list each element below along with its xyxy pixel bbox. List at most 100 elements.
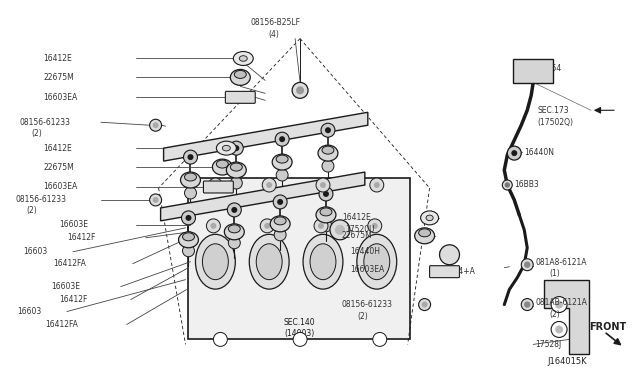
Text: 16603EA: 16603EA: [43, 183, 77, 192]
Ellipse shape: [230, 163, 243, 171]
Ellipse shape: [225, 224, 244, 240]
Circle shape: [273, 195, 287, 209]
Text: (2): (2): [31, 129, 42, 138]
Ellipse shape: [256, 244, 282, 280]
Ellipse shape: [227, 162, 246, 178]
Ellipse shape: [239, 56, 247, 61]
Text: 16412F: 16412F: [67, 233, 95, 242]
Text: 16BB3: 16BB3: [515, 180, 539, 189]
Circle shape: [525, 302, 530, 307]
Ellipse shape: [212, 159, 232, 175]
Text: SEC.173: SEC.173: [537, 106, 569, 115]
Circle shape: [229, 141, 243, 155]
Text: (4): (4): [268, 30, 279, 39]
Text: 16412FA: 16412FA: [45, 320, 78, 329]
Circle shape: [323, 191, 329, 197]
Text: 16412F: 16412F: [59, 295, 87, 304]
Circle shape: [511, 150, 517, 156]
Circle shape: [521, 299, 533, 311]
Text: 16412E: 16412E: [43, 54, 72, 63]
Circle shape: [551, 321, 567, 337]
Text: 16412E: 16412E: [43, 144, 72, 153]
Circle shape: [525, 262, 530, 267]
Circle shape: [292, 82, 308, 98]
Circle shape: [277, 199, 283, 205]
Circle shape: [422, 302, 428, 308]
Ellipse shape: [274, 217, 286, 225]
Text: 16603EA: 16603EA: [43, 93, 77, 102]
Text: 16454+A: 16454+A: [440, 267, 476, 276]
Circle shape: [318, 223, 324, 229]
Circle shape: [231, 207, 237, 213]
Polygon shape: [544, 280, 589, 355]
Circle shape: [207, 219, 220, 233]
Circle shape: [266, 182, 272, 188]
Ellipse shape: [234, 70, 246, 78]
Text: 081A8-6121A: 081A8-6121A: [535, 258, 587, 267]
Ellipse shape: [195, 234, 236, 289]
Circle shape: [275, 132, 289, 146]
Ellipse shape: [276, 155, 288, 163]
Circle shape: [372, 223, 378, 229]
Circle shape: [314, 219, 328, 233]
FancyBboxPatch shape: [429, 266, 460, 278]
Ellipse shape: [357, 234, 397, 289]
Circle shape: [150, 194, 161, 206]
Text: (2): (2): [549, 310, 560, 319]
Circle shape: [150, 119, 161, 131]
Circle shape: [209, 178, 222, 192]
Text: 16603E: 16603E: [51, 282, 80, 291]
Ellipse shape: [322, 146, 334, 154]
Ellipse shape: [216, 160, 228, 168]
Text: 22675M: 22675M: [342, 231, 372, 240]
Ellipse shape: [270, 216, 290, 232]
Ellipse shape: [364, 244, 390, 280]
Circle shape: [320, 220, 332, 232]
Circle shape: [555, 326, 563, 333]
Ellipse shape: [234, 51, 253, 65]
Ellipse shape: [180, 172, 200, 188]
Circle shape: [373, 333, 387, 346]
Circle shape: [264, 223, 270, 229]
Ellipse shape: [419, 229, 431, 237]
Text: 16603EA: 16603EA: [350, 265, 384, 274]
Circle shape: [182, 245, 195, 257]
Circle shape: [279, 136, 285, 142]
Text: 17528J: 17528J: [535, 340, 561, 349]
Circle shape: [276, 169, 288, 181]
Circle shape: [212, 182, 218, 188]
FancyBboxPatch shape: [513, 60, 553, 83]
Polygon shape: [189, 178, 410, 339]
Text: 16440H: 16440H: [350, 247, 380, 256]
Circle shape: [330, 220, 350, 240]
Text: 16440N: 16440N: [524, 148, 554, 157]
Circle shape: [325, 127, 331, 133]
Ellipse shape: [216, 141, 236, 155]
Text: 22675M: 22675M: [43, 163, 74, 171]
Circle shape: [228, 93, 236, 101]
Text: 16603E: 16603E: [59, 220, 88, 230]
Ellipse shape: [310, 244, 336, 280]
Circle shape: [440, 245, 460, 265]
Text: FRONT: FRONT: [589, 323, 627, 333]
Text: 08156-61233: 08156-61233: [342, 300, 393, 309]
Circle shape: [502, 180, 512, 190]
Circle shape: [152, 122, 159, 128]
Circle shape: [184, 150, 198, 164]
FancyBboxPatch shape: [204, 181, 234, 193]
Circle shape: [322, 160, 334, 172]
Text: 08156-B25LF: 08156-B25LF: [250, 18, 300, 27]
Ellipse shape: [222, 145, 230, 151]
Text: (17502Q): (17502Q): [537, 118, 573, 127]
Text: SEC.140: SEC.140: [284, 318, 315, 327]
Ellipse shape: [426, 215, 433, 221]
Circle shape: [296, 86, 304, 94]
Text: (14003): (14003): [284, 329, 314, 338]
FancyBboxPatch shape: [225, 92, 255, 103]
Circle shape: [368, 219, 382, 233]
Polygon shape: [161, 172, 365, 221]
Circle shape: [370, 178, 384, 192]
Text: 081AB-6121A: 081AB-6121A: [535, 298, 587, 307]
Text: 16603: 16603: [17, 307, 42, 316]
Ellipse shape: [230, 70, 250, 86]
